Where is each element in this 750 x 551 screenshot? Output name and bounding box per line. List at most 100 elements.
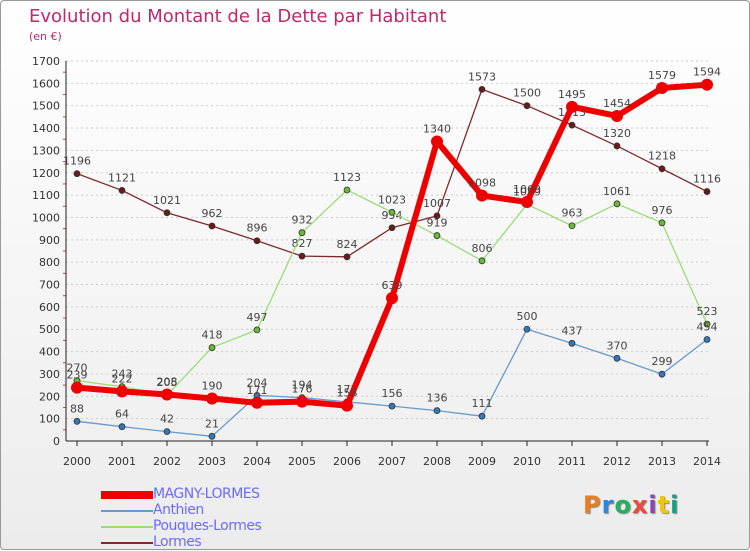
data-label-pouques-lormes: 976 [652, 204, 673, 217]
data-label-anthien: 136 [427, 392, 448, 405]
data-point-anthien [388, 402, 396, 410]
data-label-pouques-lormes: 205 [157, 376, 178, 389]
y-tick-label: 300 [39, 368, 60, 381]
data-label-pouques-lormes: 963 [562, 207, 583, 220]
data-point-magny-lormes [431, 135, 443, 148]
data-label-lormes: 1116 [693, 173, 721, 186]
data-label-lormes: 1573 [468, 70, 496, 83]
y-tick-label: 1400 [32, 122, 60, 135]
data-point-lormes [478, 85, 486, 93]
data-point-lormes [298, 252, 306, 260]
data-point-lormes [208, 222, 216, 230]
data-point-lormes [433, 212, 441, 220]
data-point-magny-lormes [71, 381, 83, 394]
data-label-lormes: 1121 [108, 171, 136, 184]
data-point-pouques-lormes [208, 344, 216, 351]
data-label-pouques-lormes: 243 [112, 368, 133, 381]
data-label-anthien: 299 [652, 355, 673, 368]
x-tick-label: 2006 [333, 455, 361, 468]
data-point-pouques-lormes [343, 186, 351, 194]
data-label-magny-lormes: 208 [157, 376, 178, 389]
x-tick-label: 2002 [153, 455, 181, 468]
data-point-pouques-lormes [568, 222, 576, 230]
data-point-lormes [568, 121, 576, 129]
data-label-magny-lormes: 171 [247, 384, 268, 397]
data-point-magny-lormes [656, 82, 668, 95]
data-point-anthien [613, 354, 621, 362]
x-tick-label: 2004 [243, 455, 271, 468]
chart-subtitle: (en €) [29, 30, 62, 43]
data-point-pouques-lormes [703, 320, 711, 328]
data-point-magny-lormes [386, 292, 398, 305]
data-label-magny-lormes: 190 [202, 380, 223, 393]
data-label-magny-lormes: 1594 [693, 66, 721, 79]
data-point-lormes [658, 165, 666, 173]
x-tick-label: 2003 [198, 455, 226, 468]
x-tick-label: 2009 [468, 455, 496, 468]
data-label-pouques-lormes: 270 [67, 362, 88, 375]
data-point-pouques-lormes [253, 326, 261, 334]
data-label-anthien: 21 [205, 417, 219, 430]
legend-label: Anthien [153, 502, 204, 518]
data-point-magny-lormes [116, 385, 128, 398]
y-tick-label: 1300 [32, 144, 60, 157]
proxiti-logo: Proxiti [583, 491, 680, 519]
data-label-anthien: 370 [607, 339, 628, 352]
data-label-anthien: 454 [697, 321, 718, 334]
data-point-magny-lormes [251, 396, 263, 409]
x-tick-label: 2000 [63, 455, 91, 468]
data-point-anthien [208, 432, 216, 440]
data-point-anthien [478, 412, 486, 420]
data-point-lormes [703, 188, 711, 195]
data-label-anthien: 156 [382, 387, 403, 400]
data-label-anthien: 64 [115, 408, 129, 421]
x-tick-label: 2007 [378, 455, 406, 468]
data-point-anthien [568, 339, 576, 347]
data-point-anthien [523, 325, 531, 333]
data-point-magny-lormes [161, 388, 173, 401]
data-point-lormes [523, 102, 531, 110]
data-label-anthien: 204 [247, 376, 268, 389]
data-point-lormes [253, 237, 261, 245]
data-label-magny-lormes: 158 [337, 387, 358, 400]
data-label-pouques-lormes: 806 [472, 242, 493, 255]
x-tick-label: 2014 [693, 455, 721, 468]
y-tick-label: 800 [39, 256, 60, 269]
data-label-pouques-lormes: 523 [697, 305, 718, 318]
data-point-lormes [118, 187, 126, 194]
data-point-pouques-lormes [298, 229, 306, 237]
y-tick-label: 200 [39, 390, 60, 403]
legend-swatch [101, 510, 153, 512]
data-point-magny-lormes [521, 196, 533, 209]
data-label-anthien: 88 [70, 402, 84, 415]
x-tick-label: 2001 [108, 455, 136, 468]
data-point-lormes [163, 209, 171, 217]
x-tick-label: 2010 [513, 455, 541, 468]
data-label-lormes: 896 [247, 222, 268, 235]
data-point-magny-lormes [341, 399, 353, 412]
data-label-magny-lormes: 639 [382, 279, 403, 292]
data-label-anthien: 111 [472, 397, 493, 410]
y-tick-label: 1000 [32, 211, 60, 224]
data-label-lormes: 1007 [423, 197, 451, 210]
data-point-magny-lormes [566, 100, 578, 113]
legend-swatch [101, 542, 153, 544]
legend-label: MAGNY-LORMES [153, 486, 260, 502]
data-label-anthien: 500 [517, 310, 538, 323]
data-point-lormes [388, 224, 396, 232]
x-tick-label: 2012 [603, 455, 631, 468]
x-tick-label: 2011 [558, 455, 586, 468]
data-label-lormes: 1196 [63, 155, 91, 168]
data-point-magny-lormes [701, 78, 713, 91]
data-label-lormes: 827 [292, 237, 313, 250]
y-tick-label: 100 [39, 413, 60, 426]
data-point-magny-lormes [206, 392, 218, 405]
data-point-anthien [703, 336, 711, 343]
x-tick-label: 2013 [648, 455, 676, 468]
data-point-anthien [163, 428, 171, 436]
data-point-pouques-lormes [478, 257, 486, 265]
data-label-pouques-lormes: 1123 [333, 171, 361, 184]
data-label-magny-lormes: 1579 [648, 69, 676, 82]
